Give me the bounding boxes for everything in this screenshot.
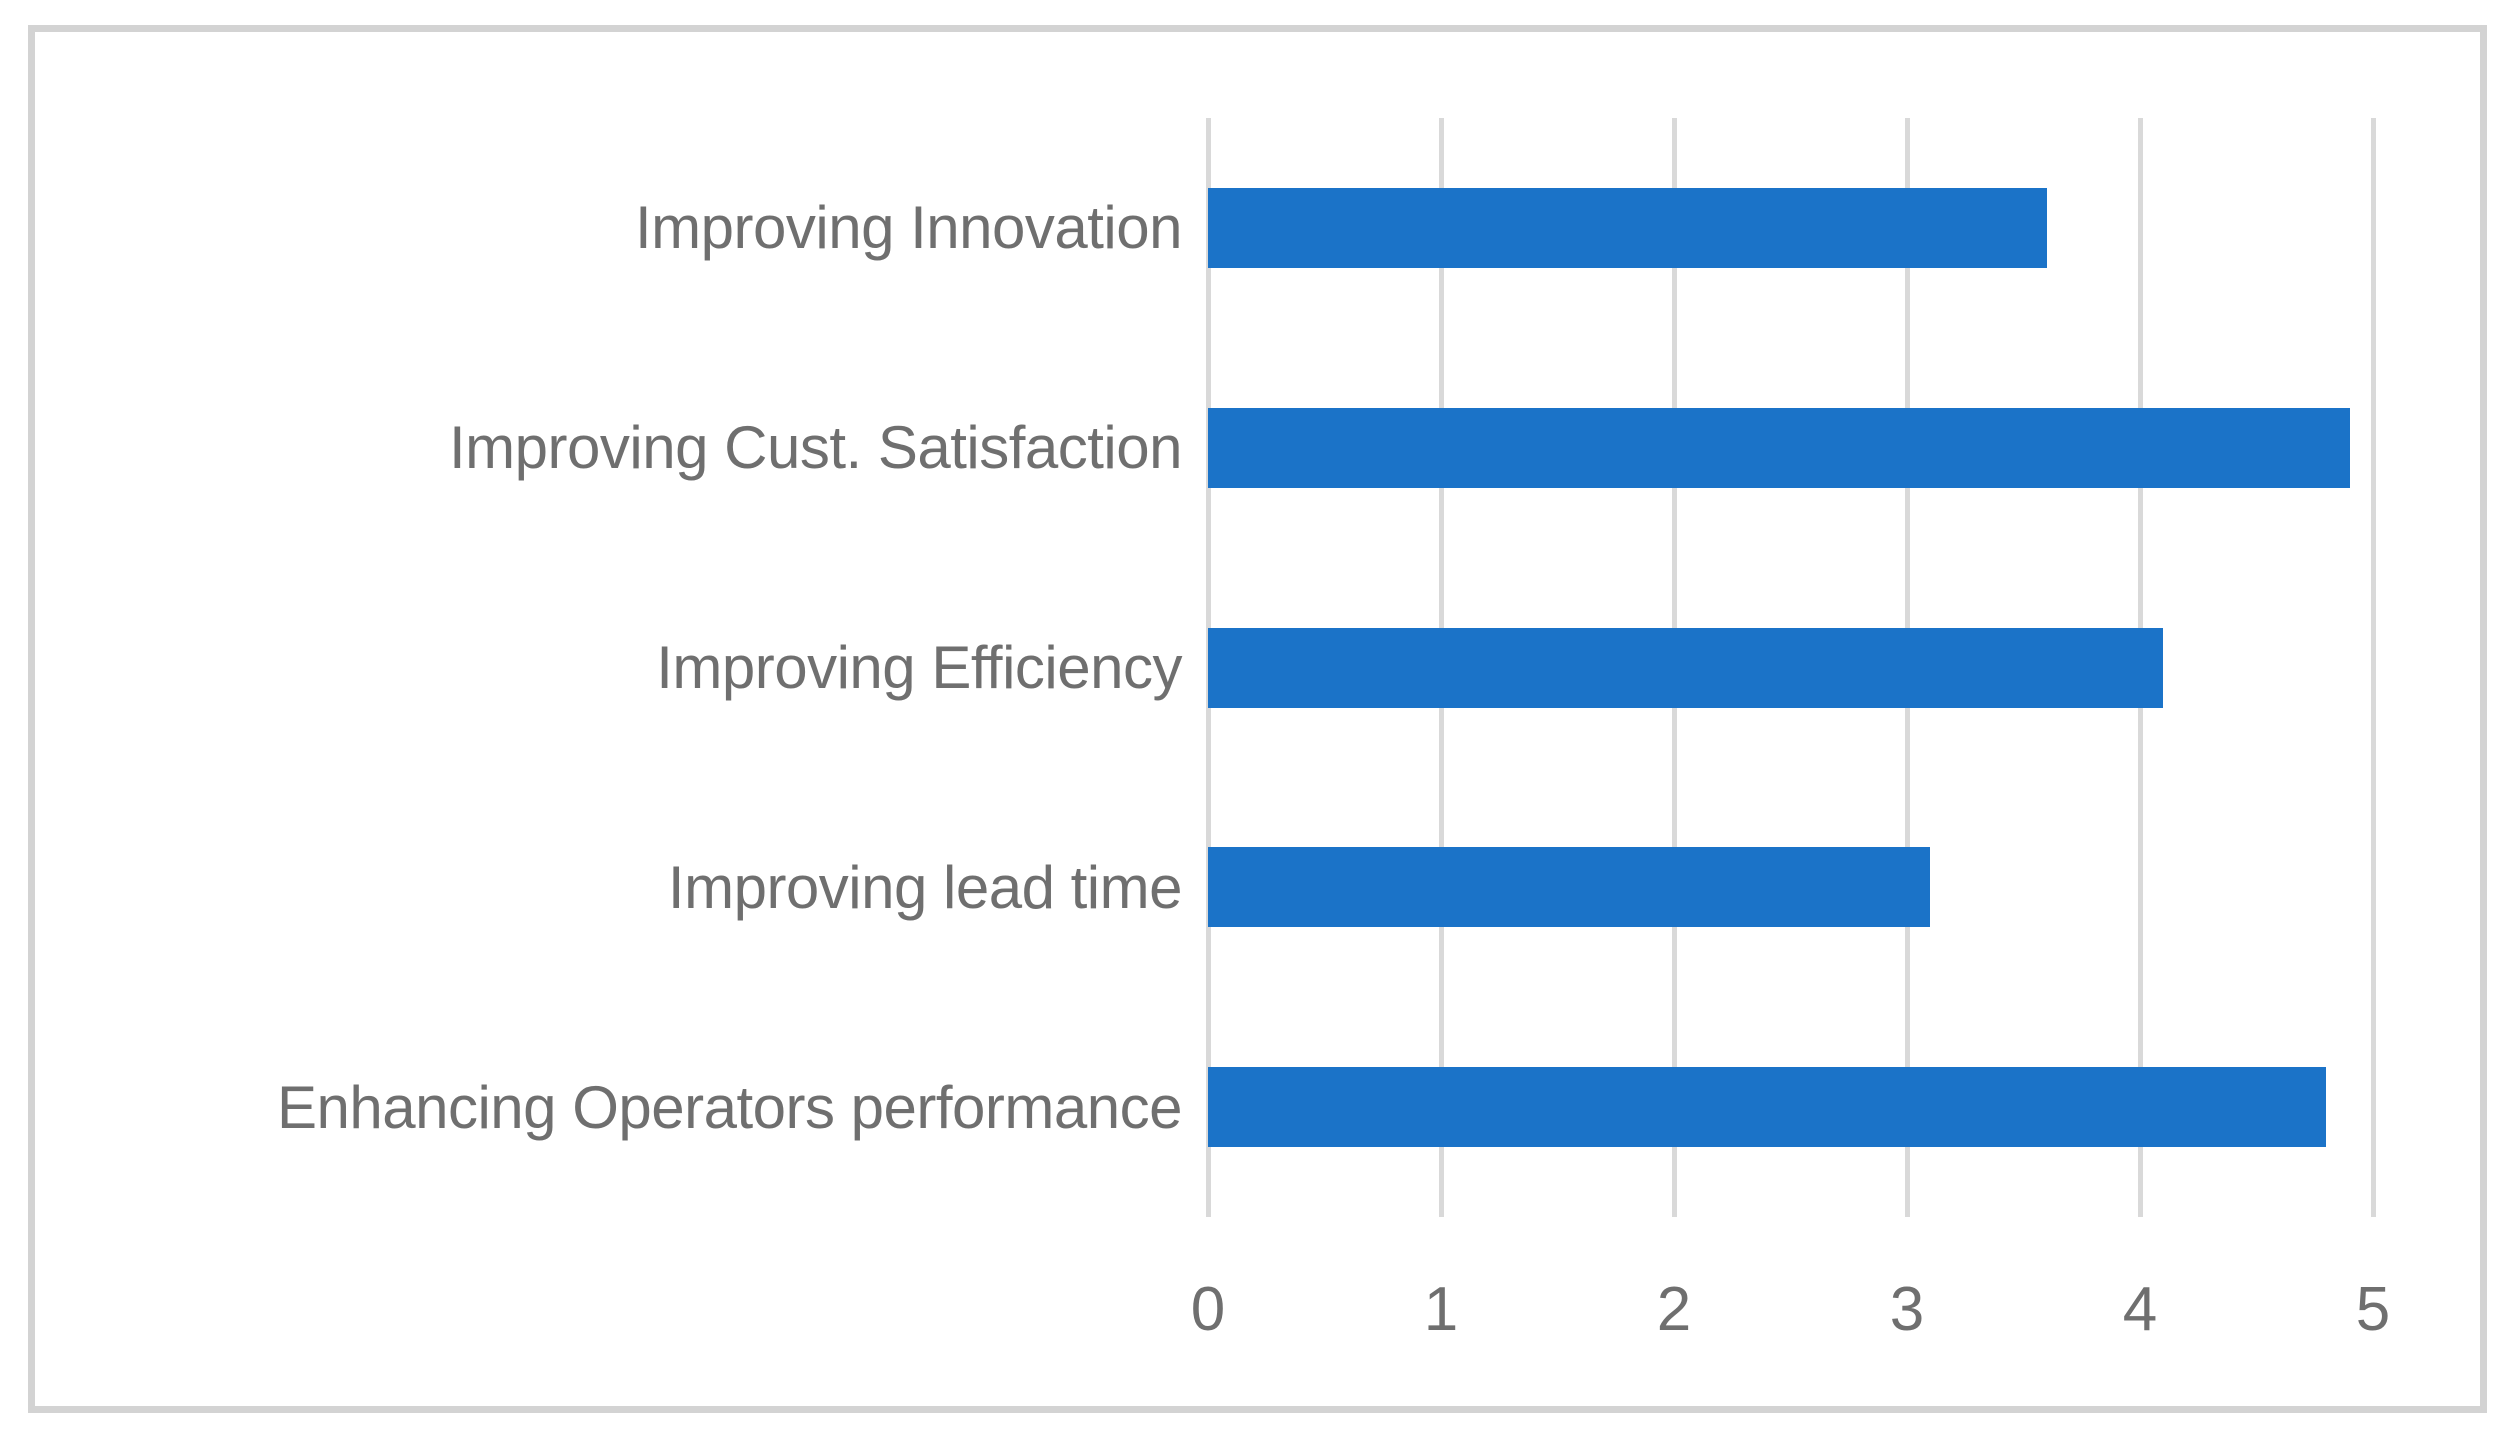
x-axis-tick-label-5: 5 — [2355, 1275, 2391, 1344]
bar-improving-cust-satisfaction — [1208, 407, 2350, 488]
x-axis-tick-label-1: 1 — [1423, 1275, 1459, 1344]
bar-improving-efficiency — [1208, 627, 2164, 708]
x-axis-tick-label-4: 4 — [2122, 1275, 2158, 1344]
category-label-improving-innovation: Improving Innovation — [635, 194, 1183, 262]
bar-enhancing-operators-performance — [1208, 1067, 2327, 1148]
category-label-improving-cust-satisfaction: Improving Cust. Satisfaction — [449, 414, 1182, 482]
category-label-improving-efficiency: Improving Efficiency — [656, 634, 1182, 701]
chart-frame: 0 1 2 3 4 5 Improving Innovation Improving Cust… — [28, 25, 2487, 1413]
category-label-improving-lead-time: Improving lead time — [667, 853, 1183, 921]
x-axis-tick-label-2: 2 — [1656, 1275, 1692, 1344]
x-axis-tick-label-3: 3 — [1889, 1275, 1925, 1344]
gridline-x-5 — [2371, 118, 2376, 1217]
bar-improving-innovation — [1208, 187, 2047, 268]
bar-improving-lead-time — [1208, 847, 1931, 928]
x-axis-tick-label-0: 0 — [1190, 1275, 1226, 1344]
category-label-enhancing-operators-performance: Enhancing Operators performance — [276, 1073, 1183, 1141]
